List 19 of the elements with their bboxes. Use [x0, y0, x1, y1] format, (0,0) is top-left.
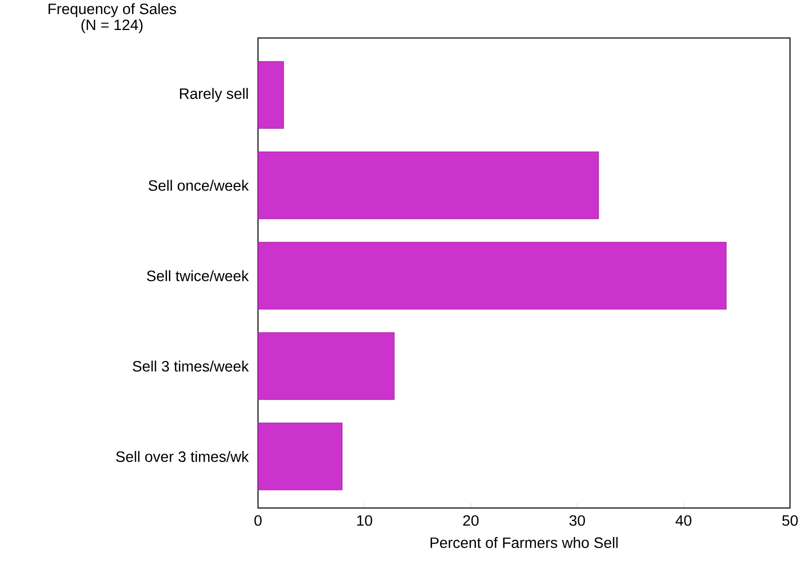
y-tick-label: Rarely sell [180, 88, 248, 102]
bar [258, 422, 342, 490]
x-tick-label: 50 [782, 515, 798, 526]
bar [258, 332, 395, 400]
x-tick-label: 20 [463, 515, 479, 526]
x-axis-title: Percent of Farmers who Sell [430, 537, 618, 548]
x-tick-label: 30 [569, 515, 585, 526]
y-tick-label: Sell over 3 times/wk [116, 450, 249, 462]
bar [258, 61, 284, 129]
y-tick-label: Sell 3 times/week [132, 360, 249, 372]
x-tick-label: 0 [254, 515, 262, 526]
text: (N = 124) [81, 19, 143, 34]
text: Frequency of Sales [48, 3, 176, 18]
y-tick-label: Sell once/week [148, 180, 249, 191]
x-tick-label: 40 [676, 515, 692, 526]
bar [258, 151, 599, 220]
y-tick-label: Sell twice/week [146, 270, 249, 282]
x-tick-label: 10 [357, 515, 372, 526]
bar [258, 242, 727, 310]
